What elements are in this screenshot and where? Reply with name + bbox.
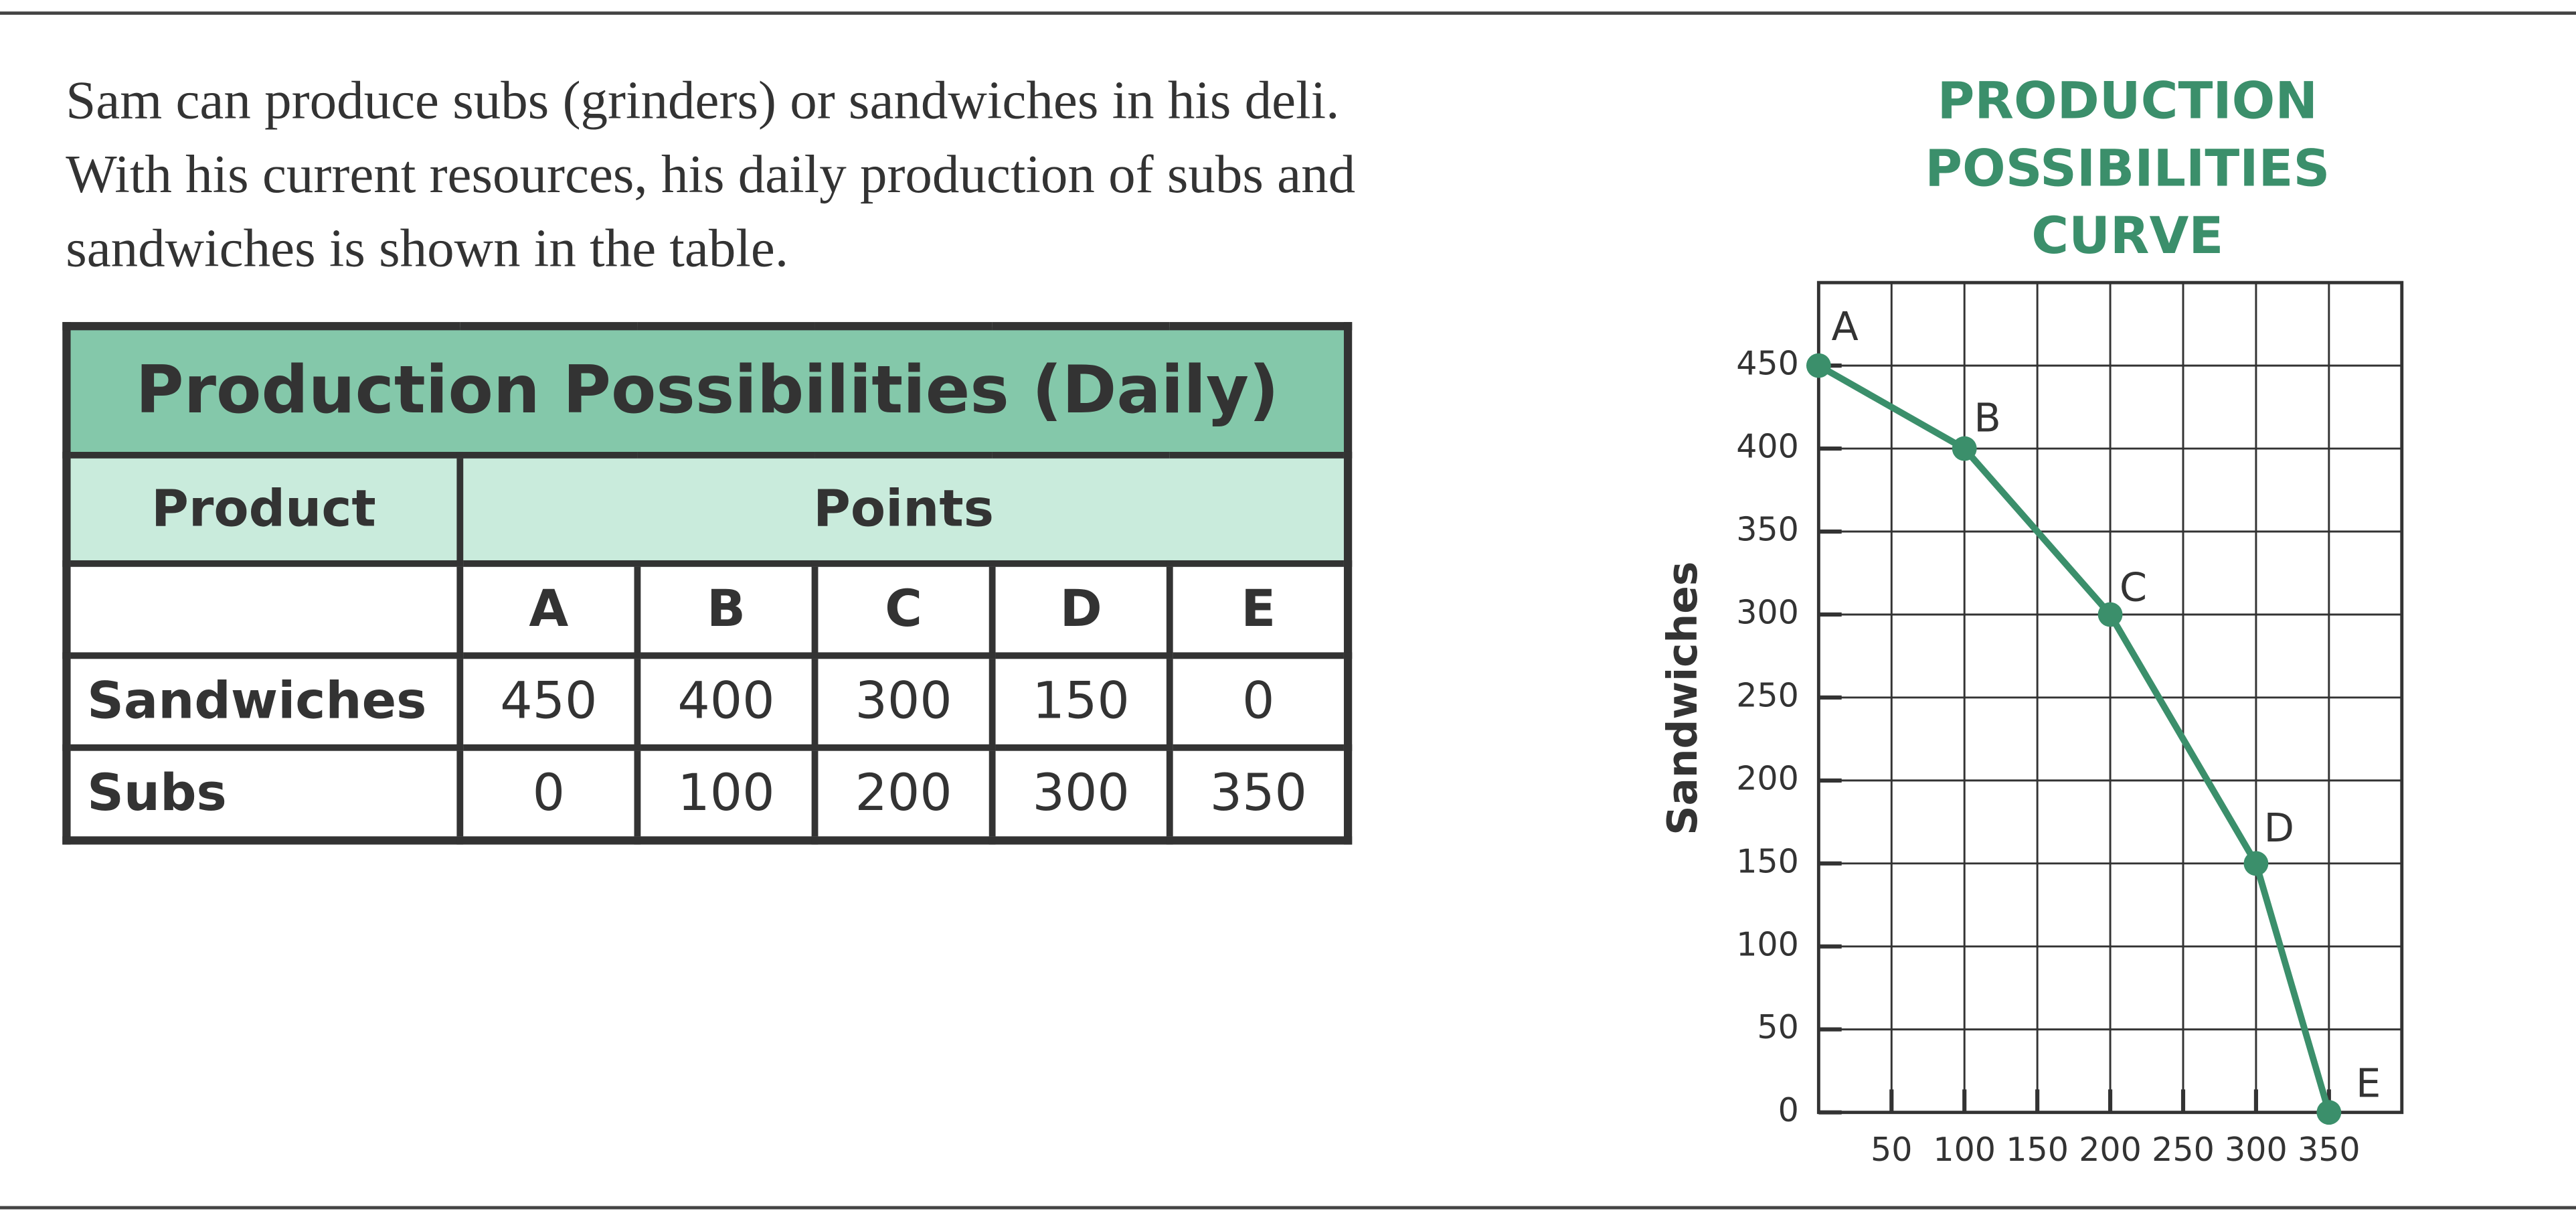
row-label: Sandwiches [63, 652, 464, 751]
table-cell: 400 [634, 652, 819, 751]
table-cell: 350 [1166, 744, 1351, 844]
column-label: A [456, 560, 641, 659]
table-cell: 450 [456, 652, 641, 751]
production-table: Production Possibilities (Daily) Product… [62, 322, 1353, 845]
x-tick-label: 300 [2225, 1130, 2288, 1169]
point [2316, 1100, 2342, 1125]
column-label: E [1166, 560, 1351, 659]
table-cell [63, 560, 464, 659]
y-tick-label: 100 [1736, 924, 1799, 963]
point-label: D [2264, 805, 2294, 851]
x-tick-label: 50 [1871, 1130, 1912, 1169]
y-tick-label: 150 [1736, 841, 1799, 880]
y-tick-label: 400 [1736, 427, 1799, 466]
x-tick-label: 350 [2298, 1130, 2360, 1169]
table-cell: 300 [811, 652, 996, 751]
row-label: Subs [63, 744, 464, 844]
x-tick-label: 100 [1933, 1130, 1996, 1169]
point-label: B [1974, 394, 2000, 440]
x-tick-label: 250 [2152, 1130, 2215, 1169]
chart-title: PRODUCTION POSSIBILITIES CURVE [1925, 72, 2330, 266]
x-tick-label: 150 [2006, 1130, 2069, 1169]
table-header: Product [63, 451, 464, 567]
table-cell: 0 [456, 744, 641, 844]
y-tick-label: 300 [1736, 592, 1799, 631]
y-tick-label: 50 [1757, 1007, 1798, 1046]
table-title: Production Possibilities (Daily) [63, 323, 1351, 459]
y-tick-label: 450 [1736, 344, 1799, 383]
point-label: E [2356, 1060, 2381, 1107]
point-label: C [2120, 564, 2147, 610]
column-label: D [989, 560, 1173, 659]
table-cell: 300 [989, 744, 1173, 844]
frame [0, 11, 2576, 1210]
table-header: Points [456, 451, 1351, 567]
column-label: B [634, 560, 819, 659]
x-tick-label: 200 [2079, 1130, 2142, 1169]
y-tick-label: 0 [1778, 1091, 1799, 1129]
table-cell: 0 [1166, 652, 1351, 751]
point [1806, 353, 1831, 378]
y-tick-label: 350 [1736, 510, 1799, 549]
curve [1816, 362, 2332, 1114]
table-cell: 150 [989, 652, 1173, 751]
point [2243, 851, 2269, 876]
column-label: C [811, 560, 996, 659]
y-tick-label: 250 [1736, 675, 1799, 714]
table-cell: 200 [811, 744, 996, 844]
point-label: A [1831, 303, 1858, 349]
table-cell: 100 [634, 744, 819, 844]
point [2097, 602, 2123, 627]
paragraph: Sam can produce subs (grinders) or sandw… [66, 72, 1356, 280]
point [1952, 436, 1977, 461]
y-tick-label: 200 [1736, 758, 1799, 797]
y-axis-label: Sandwiches [1659, 562, 1707, 835]
